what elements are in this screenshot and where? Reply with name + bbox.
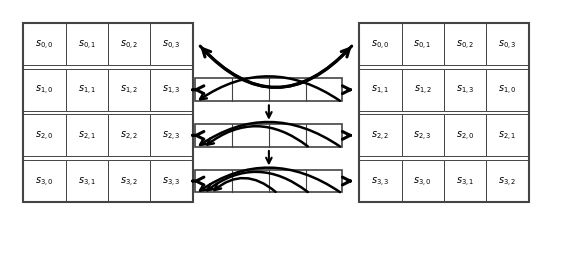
Bar [23,24,66,66]
Text: $s_{0,2}$: $s_{0,2}$ [120,38,138,51]
Text: $s_{3,0}$: $s_{3,0}$ [35,175,54,188]
Text: $s_{2,3}$: $s_{2,3}$ [413,129,432,142]
Text: $s_{2,3}$: $s_{2,3}$ [162,129,181,142]
Text: $s_{2,0}$: $s_{2,0}$ [35,129,54,142]
Bar [108,161,151,202]
Bar [108,70,151,111]
Bar [444,70,486,111]
Bar [195,170,342,193]
Bar [23,70,66,111]
Text: $s_{0,2}$: $s_{0,2}$ [456,38,474,51]
Text: $s_{2,0}$: $s_{2,0}$ [456,129,474,142]
Bar [23,115,66,157]
Bar [486,70,529,111]
Text: $s_{1,3}$: $s_{1,3}$ [456,84,474,97]
Bar [66,161,108,202]
Bar [401,161,444,202]
Bar [195,124,342,147]
Bar [486,115,529,157]
Text: $s_{3,2}$: $s_{3,2}$ [120,175,138,188]
Bar [151,70,192,111]
Text: $s_{3,1}$: $s_{3,1}$ [456,175,474,188]
Text: $s_{0,0}$: $s_{0,0}$ [371,38,390,51]
Bar [151,24,192,66]
Bar [23,161,66,202]
Text: $s_{0,3}$: $s_{0,3}$ [162,38,181,51]
Text: $s_{1,2}$: $s_{1,2}$ [120,84,138,97]
Bar [66,70,108,111]
Text: $s_{3,0}$: $s_{3,0}$ [413,175,432,188]
Text: $s_{3,3}$: $s_{3,3}$ [371,175,390,188]
Text: $s_{1,2}$: $s_{1,2}$ [414,84,432,97]
Bar [151,161,192,202]
Bar [359,24,529,202]
Text: $s_{1,0}$: $s_{1,0}$ [498,84,517,97]
Text: $s_{2,2}$: $s_{2,2}$ [120,129,138,142]
Text: $s_{2,2}$: $s_{2,2}$ [371,129,389,142]
Bar [359,161,401,202]
Bar [359,70,401,111]
Text: $s_{3,2}$: $s_{3,2}$ [498,175,517,188]
Text: $s_{3,3}$: $s_{3,3}$ [162,175,181,188]
Bar [486,24,529,66]
Bar [444,161,486,202]
Text: $s_{3,1}$: $s_{3,1}$ [78,175,96,188]
Bar [444,24,486,66]
Bar [195,79,342,102]
Text: $s_{1,3}$: $s_{1,3}$ [162,84,181,97]
Bar [66,24,108,66]
Text: $s_{0,1}$: $s_{0,1}$ [414,38,432,51]
Text: $s_{1,1}$: $s_{1,1}$ [78,84,96,97]
Bar [359,24,401,66]
Bar [108,115,151,157]
Text: $s_{0,1}$: $s_{0,1}$ [78,38,96,51]
Text: $s_{2,1}$: $s_{2,1}$ [78,129,96,142]
Bar [401,24,444,66]
Bar [444,115,486,157]
Bar [23,24,192,202]
Bar [151,115,192,157]
Text: $s_{2,1}$: $s_{2,1}$ [498,129,517,142]
Bar [401,70,444,111]
Bar [66,115,108,157]
Text: $s_{1,1}$: $s_{1,1}$ [371,84,389,97]
Bar [359,115,401,157]
Bar [401,115,444,157]
Text: $s_{0,3}$: $s_{0,3}$ [498,38,517,51]
Text: $s_{0,0}$: $s_{0,0}$ [35,38,54,51]
Text: $s_{1,0}$: $s_{1,0}$ [35,84,54,97]
Bar [108,24,151,66]
Bar [486,161,529,202]
